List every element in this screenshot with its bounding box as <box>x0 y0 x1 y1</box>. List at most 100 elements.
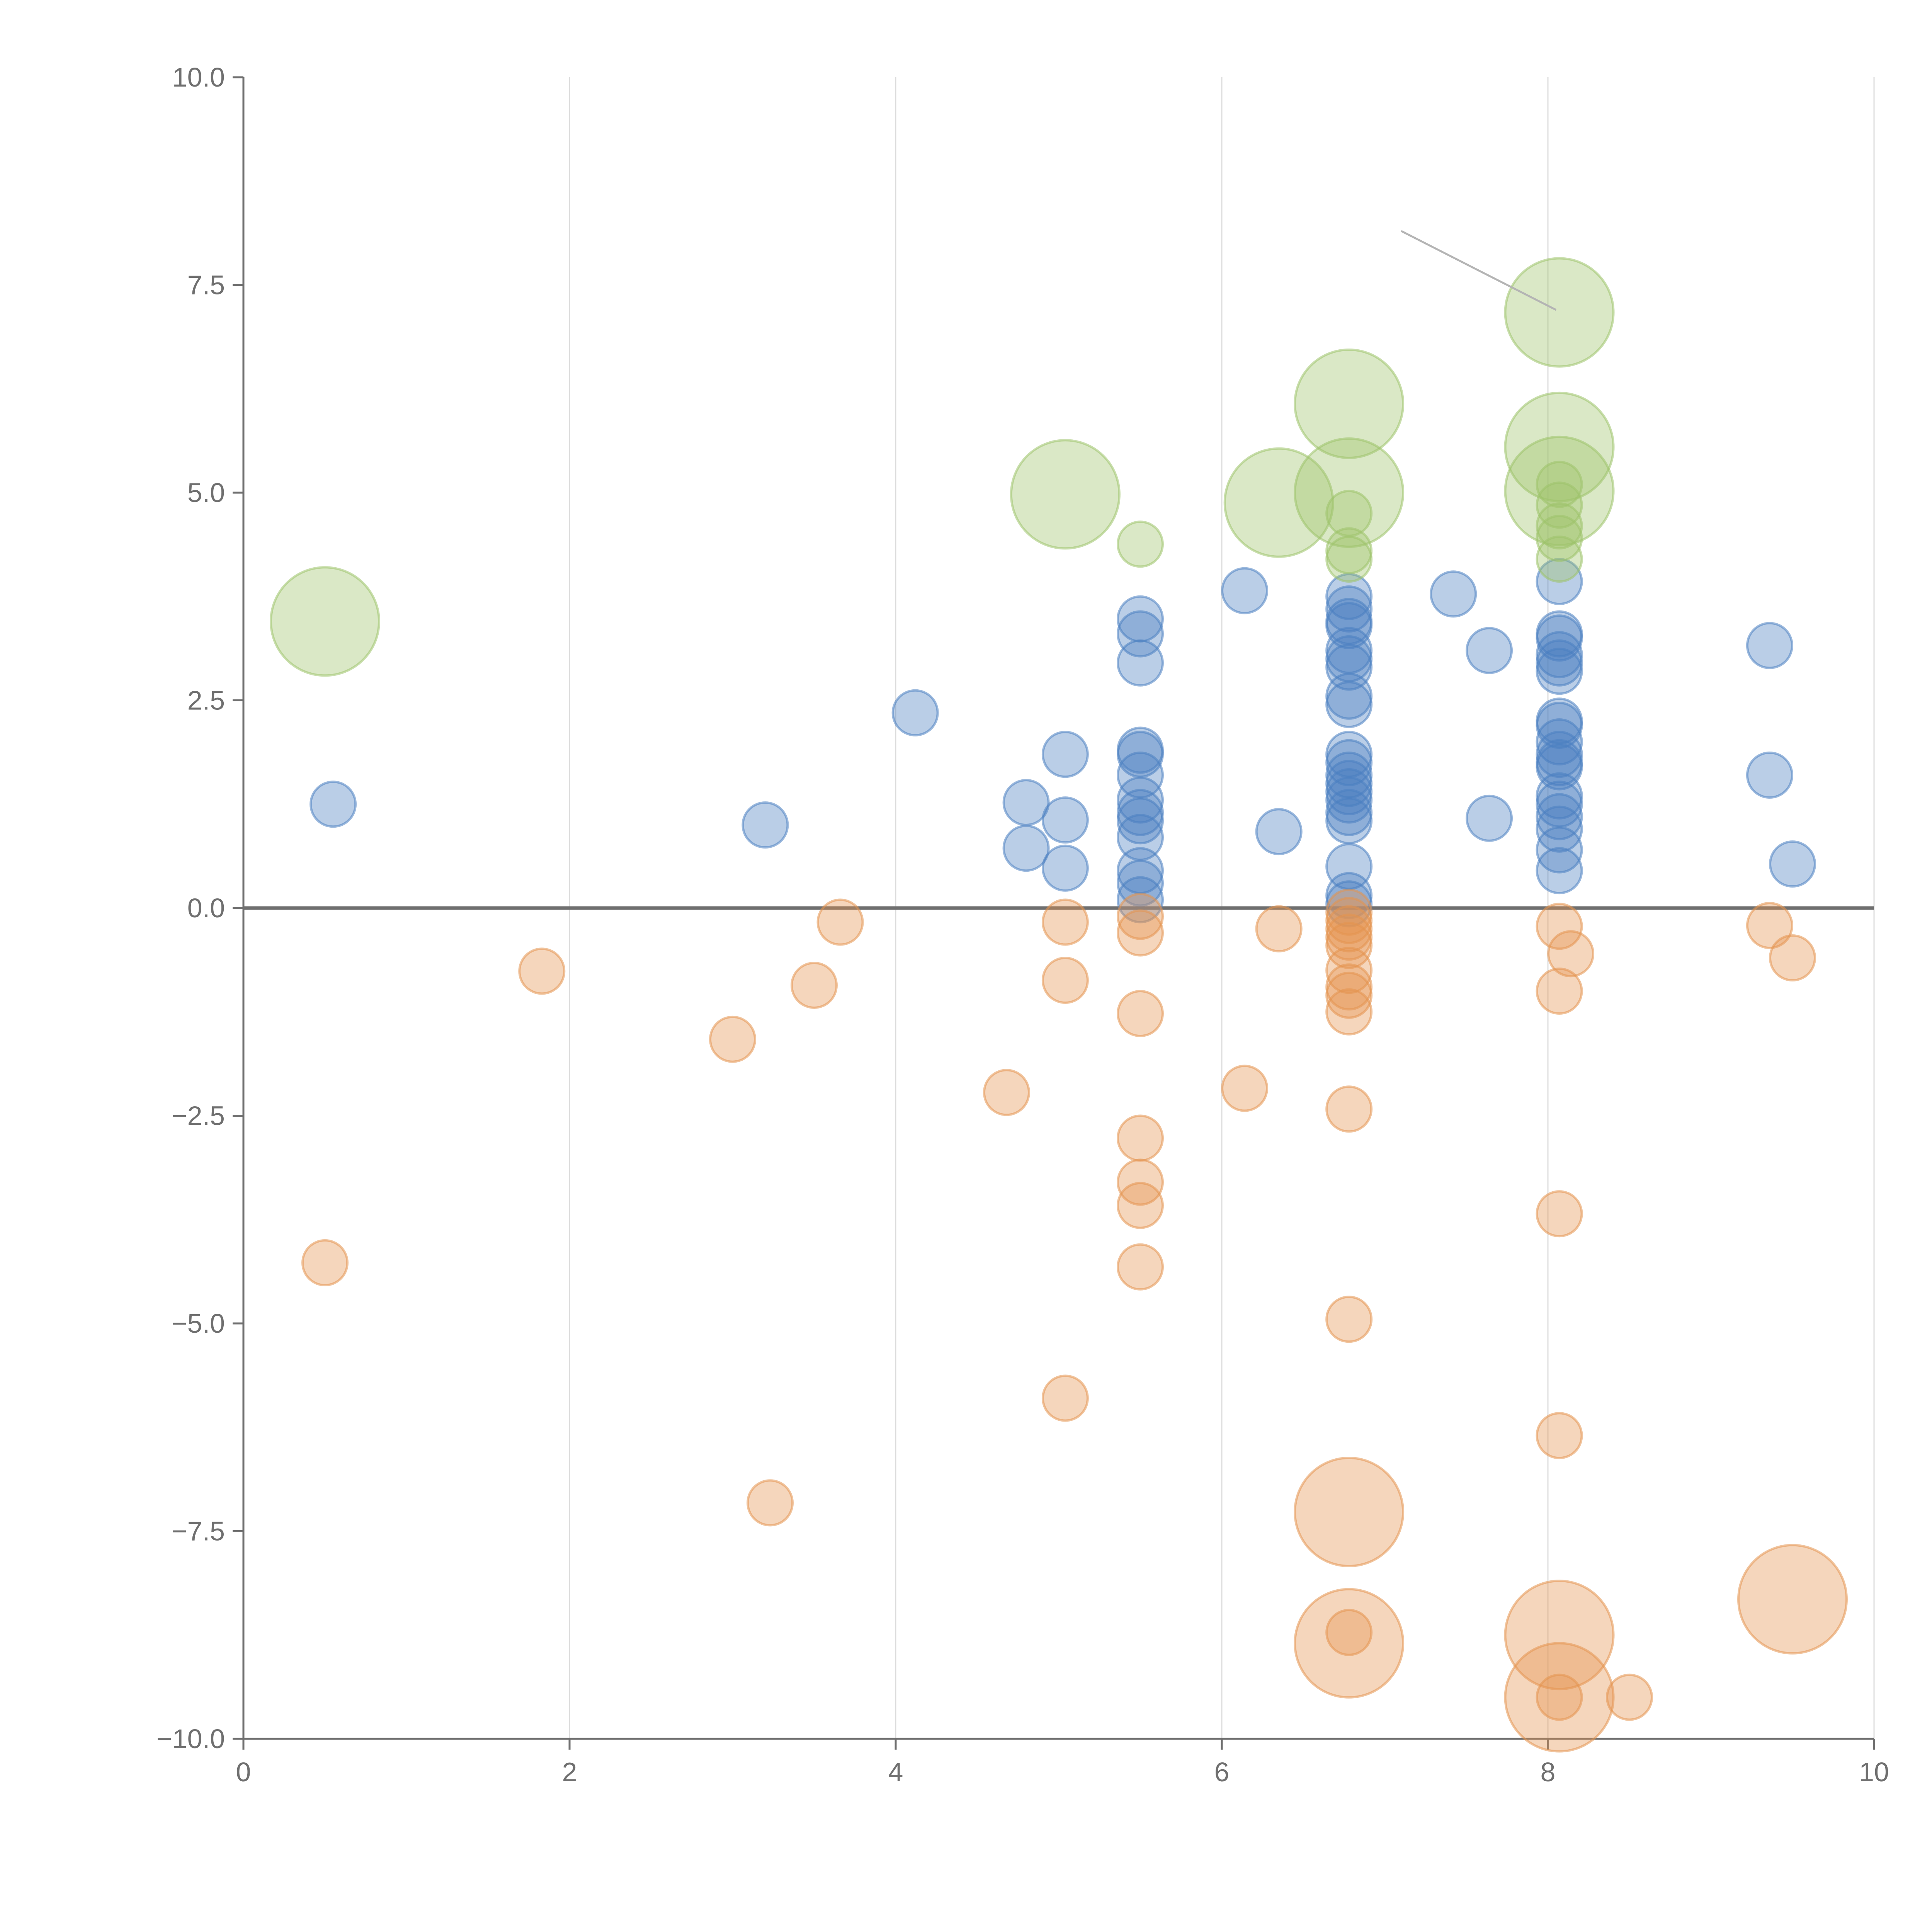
data-point <box>1536 1412 1583 1459</box>
data-point <box>1117 1182 1164 1229</box>
data-point <box>518 947 566 995</box>
data-point <box>791 961 838 1009</box>
data-point <box>1041 898 1089 946</box>
data-point <box>1325 739 1373 786</box>
y-tick-label: 0.0 <box>187 893 225 923</box>
y-tick-label: 5.0 <box>187 478 225 508</box>
annotation-leader-line <box>1401 230 1557 311</box>
y-tick-label: −2.5 <box>172 1101 225 1131</box>
data-point <box>1041 844 1089 892</box>
data-point <box>1041 796 1089 844</box>
large-data-point <box>1294 1588 1405 1699</box>
data-point <box>742 801 789 849</box>
data-point <box>1746 622 1793 669</box>
x-tick-label: 2 <box>562 1757 577 1787</box>
data-point <box>1325 643 1373 691</box>
large-data-point <box>1504 1642 1615 1753</box>
data-point <box>1466 627 1513 674</box>
data-points <box>270 257 1848 1753</box>
data-point <box>983 1069 1030 1116</box>
data-point <box>1325 797 1373 845</box>
data-point <box>1536 614 1583 662</box>
data-point <box>1117 776 1164 824</box>
data-point <box>816 898 864 946</box>
data-point <box>1325 536 1373 583</box>
large-data-point <box>1010 439 1121 550</box>
y-tick-label: 10.0 <box>172 62 225 92</box>
data-point <box>310 781 357 828</box>
data-point <box>1536 702 1583 749</box>
data-point <box>1536 826 1583 874</box>
data-point <box>1536 847 1583 895</box>
data-point <box>1536 743 1583 791</box>
data-point <box>1117 610 1164 658</box>
annotations <box>1401 230 1557 311</box>
data-point <box>1117 859 1164 907</box>
y-tick-label: −10.0 <box>156 1724 225 1754</box>
data-point <box>1255 905 1303 952</box>
data-point <box>1325 681 1373 728</box>
y-tick-label: −5.0 <box>172 1308 225 1338</box>
data-point <box>1769 840 1816 888</box>
data-point <box>1536 903 1583 950</box>
x-tick-label: 0 <box>236 1757 251 1787</box>
data-point <box>1325 1609 1373 1656</box>
data-point <box>1536 805 1583 853</box>
data-point <box>1117 1243 1164 1291</box>
y-tick-label: −7.5 <box>172 1516 225 1546</box>
large-data-point <box>1737 1544 1848 1655</box>
data-point <box>1536 461 1583 508</box>
y-tick-label: 2.5 <box>187 685 225 716</box>
data-point <box>301 1239 349 1287</box>
data-point <box>1536 968 1583 1015</box>
large-data-point <box>270 566 380 677</box>
data-point <box>1769 934 1816 981</box>
data-point <box>1325 971 1373 1019</box>
data-point <box>1117 909 1164 957</box>
data-point <box>1117 990 1164 1037</box>
data-point <box>1536 648 1583 695</box>
data-point <box>1536 481 1583 529</box>
data-point <box>1606 1673 1653 1721</box>
x-tick-label: 8 <box>1541 1757 1556 1787</box>
data-point <box>1536 502 1583 549</box>
data-point <box>1117 893 1164 940</box>
data-point <box>1002 825 1050 872</box>
data-point <box>1536 1190 1583 1238</box>
data-point <box>1325 776 1373 824</box>
data-point <box>1117 520 1164 568</box>
large-data-point <box>1294 1457 1405 1568</box>
large-data-point <box>1504 257 1615 368</box>
data-point <box>1221 1065 1269 1112</box>
data-point <box>1325 1085 1373 1133</box>
data-point <box>1325 585 1373 633</box>
data-point <box>1117 876 1164 923</box>
data-point <box>1117 1114 1164 1162</box>
data-point <box>1536 718 1583 765</box>
data-point <box>747 1479 794 1527</box>
data-point <box>1536 1673 1583 1721</box>
data-point <box>1430 570 1477 618</box>
data-point <box>1325 602 1373 649</box>
y-tick-label: 7.5 <box>187 270 225 300</box>
axes: 10.0 7.5 5.0 2.5 0.0 −2.5 −5.0 −7.5 −10.0 0 2 4 6 8 10 <box>156 62 1889 1787</box>
data-point <box>1746 752 1793 799</box>
data-point <box>1325 922 1373 969</box>
data-point <box>1041 731 1089 778</box>
data-point <box>1325 988 1373 1036</box>
large-data-point <box>1504 1580 1615 1690</box>
x-tick-label: 4 <box>888 1757 903 1787</box>
data-point <box>1041 1374 1089 1422</box>
data-point <box>1255 808 1303 855</box>
large-data-point <box>1504 391 1615 502</box>
data-point <box>1466 794 1513 842</box>
large-data-point <box>1504 435 1615 546</box>
large-data-point <box>1223 447 1334 558</box>
data-point <box>1117 639 1164 687</box>
x-tick-label: 6 <box>1214 1757 1230 1787</box>
large-data-point <box>1294 348 1405 459</box>
data-point <box>1325 947 1373 994</box>
data-point <box>1536 515 1583 562</box>
data-point <box>1325 1296 1373 1343</box>
